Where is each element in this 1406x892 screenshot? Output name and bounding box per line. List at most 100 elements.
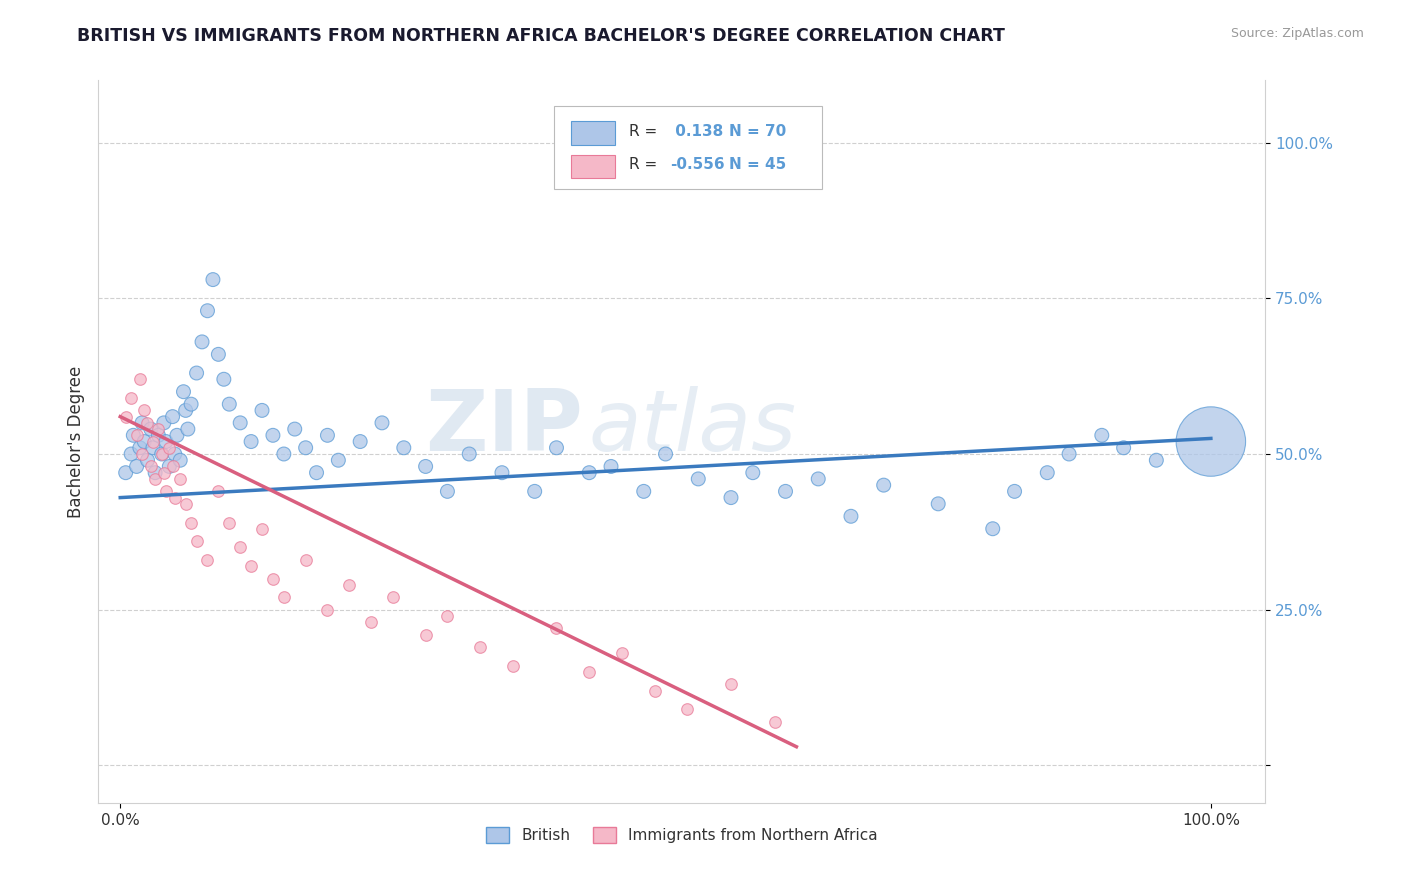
Point [173, 384, 195, 399]
Point [644, 683, 666, 698]
Text: BRITISH VS IMMIGRANTS FROM NORTHERN AFRICA BACHELOR'S DEGREE CORRELATION CHART: BRITISH VS IMMIGRANTS FROM NORTHERN AFRI… [77, 27, 1005, 45]
Point [1112, 441, 1135, 455]
Point [128, 372, 150, 386]
Point [273, 591, 295, 605]
Point [360, 615, 382, 630]
Text: -0.556: -0.556 [671, 157, 725, 172]
Point [807, 472, 830, 486]
Text: atlas: atlas [589, 385, 797, 468]
Point [633, 484, 655, 499]
Point [142, 434, 165, 449]
Point [207, 347, 229, 361]
Point [148, 422, 170, 436]
Point [134, 403, 156, 417]
Point [136, 453, 159, 467]
Point [177, 422, 200, 436]
Text: R =: R = [630, 157, 662, 172]
Point [131, 447, 153, 461]
Point [294, 441, 316, 455]
Point [162, 459, 184, 474]
Point [197, 303, 219, 318]
Point [381, 591, 404, 605]
Point [273, 447, 295, 461]
Point [1091, 428, 1114, 442]
Point [180, 397, 202, 411]
FancyBboxPatch shape [554, 105, 823, 189]
Point [284, 422, 307, 436]
Point [415, 459, 437, 474]
Point [415, 627, 437, 641]
Point [578, 466, 600, 480]
Point [155, 434, 177, 449]
Point [1036, 466, 1059, 480]
Point [546, 441, 568, 455]
Point [371, 416, 394, 430]
Point [125, 428, 148, 442]
Point [148, 428, 170, 442]
Point [491, 466, 513, 480]
Point [1057, 447, 1080, 461]
Point [197, 553, 219, 567]
Point [546, 621, 568, 635]
Point [240, 434, 263, 449]
Point [218, 516, 240, 530]
Point [163, 491, 186, 505]
Point [131, 416, 153, 430]
Y-axis label: Bachelor's Degree: Bachelor's Degree [66, 366, 84, 517]
Point [139, 459, 162, 474]
Point [240, 559, 263, 574]
Point [981, 522, 1004, 536]
Point [174, 497, 197, 511]
Point [139, 422, 162, 436]
Point [212, 372, 235, 386]
Point [120, 391, 142, 405]
Point [114, 466, 136, 480]
Point [523, 484, 546, 499]
Point [250, 403, 273, 417]
Point [1144, 453, 1167, 467]
Point [122, 428, 145, 442]
Point [186, 366, 208, 380]
Point [120, 447, 142, 461]
Point [262, 572, 284, 586]
Point [157, 459, 180, 474]
Point [741, 466, 763, 480]
Point [155, 484, 177, 499]
Point [349, 434, 371, 449]
Point [186, 534, 208, 549]
Point [316, 603, 339, 617]
Point [150, 447, 173, 461]
FancyBboxPatch shape [571, 154, 616, 178]
Point [207, 484, 229, 499]
Text: N = 70: N = 70 [728, 124, 786, 139]
Point [169, 453, 191, 467]
Point [229, 416, 252, 430]
Point [143, 466, 166, 480]
Point [157, 441, 180, 455]
Point [128, 441, 150, 455]
FancyBboxPatch shape [571, 121, 616, 145]
Point [578, 665, 600, 679]
Point [688, 472, 710, 486]
Point [775, 484, 797, 499]
Point [163, 447, 186, 461]
Text: R =: R = [630, 124, 662, 139]
Point [262, 428, 284, 442]
Point [162, 409, 184, 424]
Point [458, 447, 481, 461]
Point [136, 416, 159, 430]
Legend: British, Immigrants from Northern Africa: British, Immigrants from Northern Africa [479, 822, 884, 849]
Text: 0.138: 0.138 [671, 124, 724, 139]
Point [166, 428, 188, 442]
Point [873, 478, 896, 492]
Point [436, 484, 458, 499]
Point [125, 459, 148, 474]
Text: Source: ZipAtlas.com: Source: ZipAtlas.com [1230, 27, 1364, 40]
Point [763, 714, 786, 729]
Text: N = 45: N = 45 [728, 157, 786, 172]
Point [676, 702, 699, 716]
Point [218, 397, 240, 411]
Point [328, 453, 350, 467]
Point [600, 459, 623, 474]
Point [134, 434, 156, 449]
